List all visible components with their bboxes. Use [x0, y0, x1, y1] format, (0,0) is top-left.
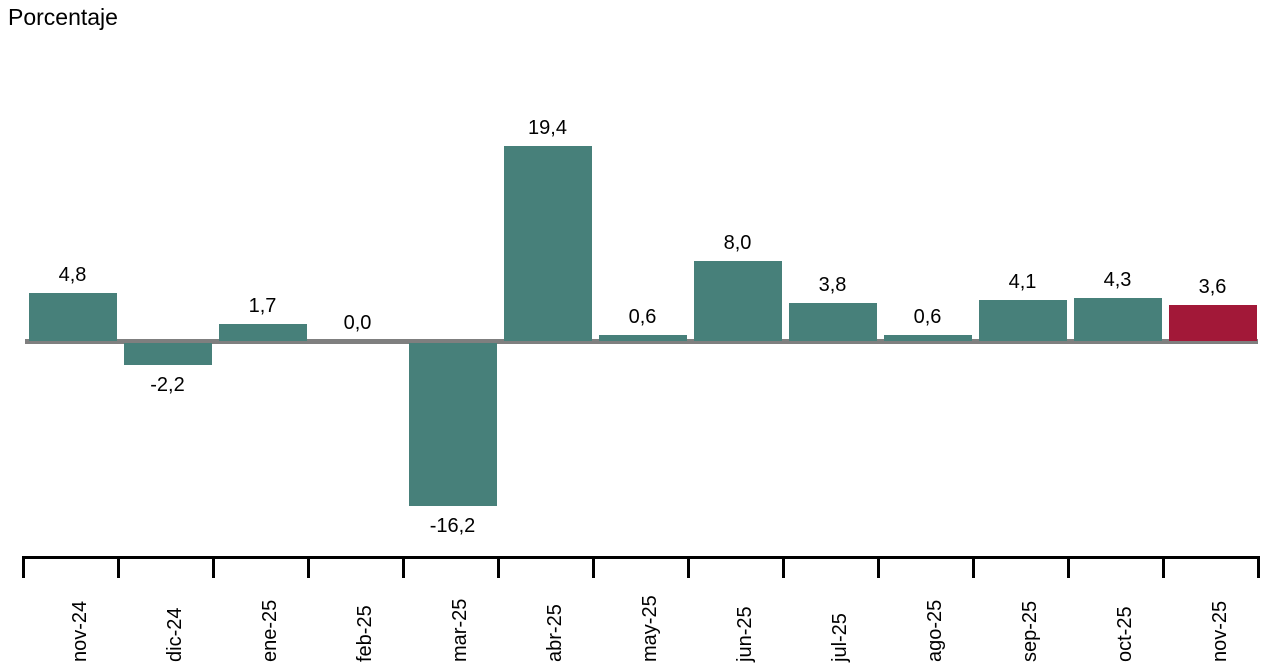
bar-value-label-oct-25: 4,3	[1103, 269, 1132, 291]
x-tick-label-oct-25: oct-25	[1113, 606, 1136, 662]
bar-nov-25	[1168, 305, 1257, 341]
x-tick-label-abr-25: abr-25	[543, 604, 566, 662]
x-tick-label-nov-24: nov-24	[68, 600, 91, 662]
bar-value-label-may-25: 0,6	[628, 306, 657, 328]
x-tick-label-feb-25: feb-25	[353, 605, 376, 662]
x-tick	[1162, 556, 1165, 578]
bar-value-label-jul-25: 3,8	[818, 274, 847, 296]
x-tick	[22, 556, 25, 578]
x-tick	[782, 556, 785, 578]
bar-ago-25	[883, 335, 972, 341]
x-tick-label-mar-25: mar-25	[448, 598, 471, 662]
x-tick	[1257, 556, 1260, 578]
bar-value-label-ago-25: 0,6	[913, 306, 942, 328]
bar-nov-24	[28, 293, 117, 341]
x-tick-label-jun-25: jun-25	[733, 606, 756, 662]
bar-value-label-nov-25: 3,6	[1198, 276, 1227, 298]
x-tick	[402, 556, 405, 578]
zero-baseline	[25, 339, 1258, 344]
x-tick	[497, 556, 500, 578]
bar-ene-25	[218, 324, 307, 341]
x-tick	[212, 556, 215, 578]
bar-value-label-feb-25: 0,0	[343, 312, 372, 334]
x-tick-label-sep-25: sep-25	[1018, 600, 1041, 662]
bar-jul-25	[788, 303, 877, 341]
x-tick-label-ene-25: ene-25	[258, 599, 281, 662]
bar-mar-25	[408, 343, 497, 506]
bar-value-label-dic-24: -2,2	[150, 374, 185, 396]
bar-value-label-abr-25: 19,4	[528, 117, 567, 139]
bar-value-label-nov-24: 4,8	[58, 264, 87, 286]
bar-abr-25	[503, 146, 592, 341]
x-tick	[117, 556, 120, 578]
x-tick	[687, 556, 690, 578]
bar-sep-25	[978, 300, 1067, 341]
x-tick-label-ago-25: ago-25	[923, 599, 946, 662]
x-tick-label-jul-25: jul-25	[828, 613, 851, 662]
bar-value-label-mar-25: -16,2	[429, 515, 476, 537]
x-tick	[592, 556, 595, 578]
x-tick-label-dic-24: dic-24	[163, 607, 186, 662]
bar-value-label-sep-25: 4,1	[1008, 271, 1037, 293]
chart-title: Porcentaje	[8, 4, 118, 30]
bar-may-25	[598, 335, 687, 341]
x-tick	[877, 556, 880, 578]
x-tick-label-nov-25: nov-25	[1208, 600, 1231, 662]
x-tick	[1067, 556, 1070, 578]
x-tick	[972, 556, 975, 578]
bar-value-label-jun-25: 8,0	[723, 232, 752, 254]
bar-dic-24	[123, 343, 212, 365]
bar-value-label-ene-25: 1,7	[248, 295, 277, 317]
bar-jun-25	[693, 261, 782, 341]
bar-oct-25	[1073, 298, 1162, 341]
x-tick	[307, 556, 310, 578]
x-axis-line	[22, 556, 1260, 559]
x-tick-label-may-25: may-25	[638, 595, 661, 662]
